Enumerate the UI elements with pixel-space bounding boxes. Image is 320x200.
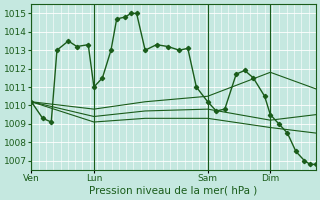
X-axis label: Pression niveau de la mer( hPa ): Pression niveau de la mer( hPa ): [90, 186, 258, 196]
